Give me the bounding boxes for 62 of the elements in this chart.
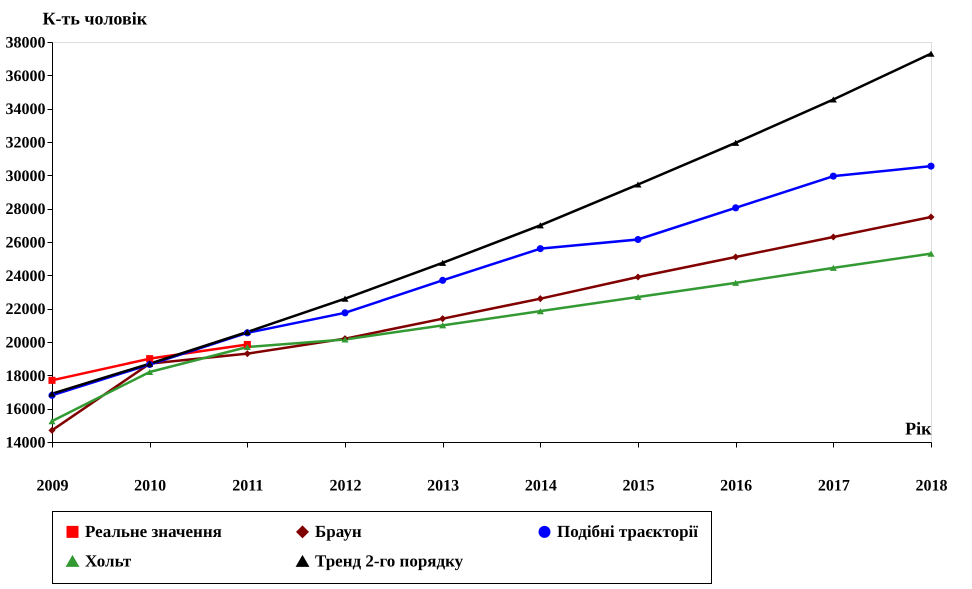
point	[341, 309, 349, 316]
point	[439, 260, 446, 266]
point	[927, 213, 935, 221]
x-tick-label: 2016	[720, 478, 752, 494]
point	[927, 162, 935, 170]
point	[732, 140, 740, 146]
point	[536, 245, 544, 252]
x-tick-label: 2014	[524, 478, 557, 494]
point	[341, 296, 349, 302]
point	[634, 294, 642, 300]
point	[244, 350, 251, 358]
y-tick-label: 14000	[6, 434, 46, 452]
y-tick-label: 34000	[6, 101, 46, 118]
x-tick-label: 2015	[622, 478, 654, 494]
point	[536, 295, 544, 302]
point	[439, 276, 446, 284]
y-tick-label: 16000	[6, 401, 46, 418]
point	[634, 181, 642, 188]
point	[927, 50, 935, 57]
legend-label: Хольт	[85, 552, 132, 570]
x-tick-label: 2013	[427, 478, 460, 494]
x-tick-label: 2012	[330, 478, 362, 494]
point	[48, 418, 56, 424]
point	[439, 315, 446, 322]
x-tick-label: 2017	[818, 478, 850, 494]
x-tick-label: 2009	[36, 478, 68, 494]
point	[48, 426, 56, 434]
y-axis-title: К-ть чоловік	[42, 8, 148, 28]
point	[732, 253, 740, 261]
x-tick-label: 2010	[134, 478, 166, 494]
y-tick-label: 32000	[6, 134, 46, 152]
point	[830, 264, 837, 271]
y-tick-label: 24000	[6, 268, 46, 285]
point	[830, 233, 837, 241]
point	[830, 172, 837, 180]
legend-label: Браун	[315, 522, 362, 541]
x-tick-label: 2011	[232, 478, 264, 494]
y-tick-label: 18000	[6, 368, 46, 385]
legend-label: Тренд 2-го порядку	[315, 552, 464, 570]
point	[146, 368, 154, 376]
point	[536, 308, 544, 314]
point	[732, 204, 740, 212]
point	[439, 322, 446, 328]
y-tick-label: 20000	[6, 334, 46, 352]
point	[536, 222, 544, 228]
y-tick-label: 38000	[6, 34, 46, 52]
legend-label: Реальне значення	[85, 522, 222, 541]
point	[634, 236, 642, 244]
point	[732, 280, 740, 286]
x-axis-title: Рік	[905, 418, 932, 438]
point	[830, 96, 837, 103]
y-tick-label: 36000	[6, 68, 46, 85]
y-tick-label: 22000	[6, 301, 46, 318]
point	[48, 376, 56, 384]
y-tick-label: 26000	[6, 234, 46, 252]
legend-label: Подібні траєкторії	[557, 522, 698, 541]
x-tick-label: 2018	[916, 478, 948, 494]
point	[244, 344, 251, 350]
y-tick-label: 30000	[6, 168, 46, 185]
point	[927, 250, 935, 257]
point	[634, 273, 642, 281]
y-tick-label: 28000	[6, 201, 46, 218]
